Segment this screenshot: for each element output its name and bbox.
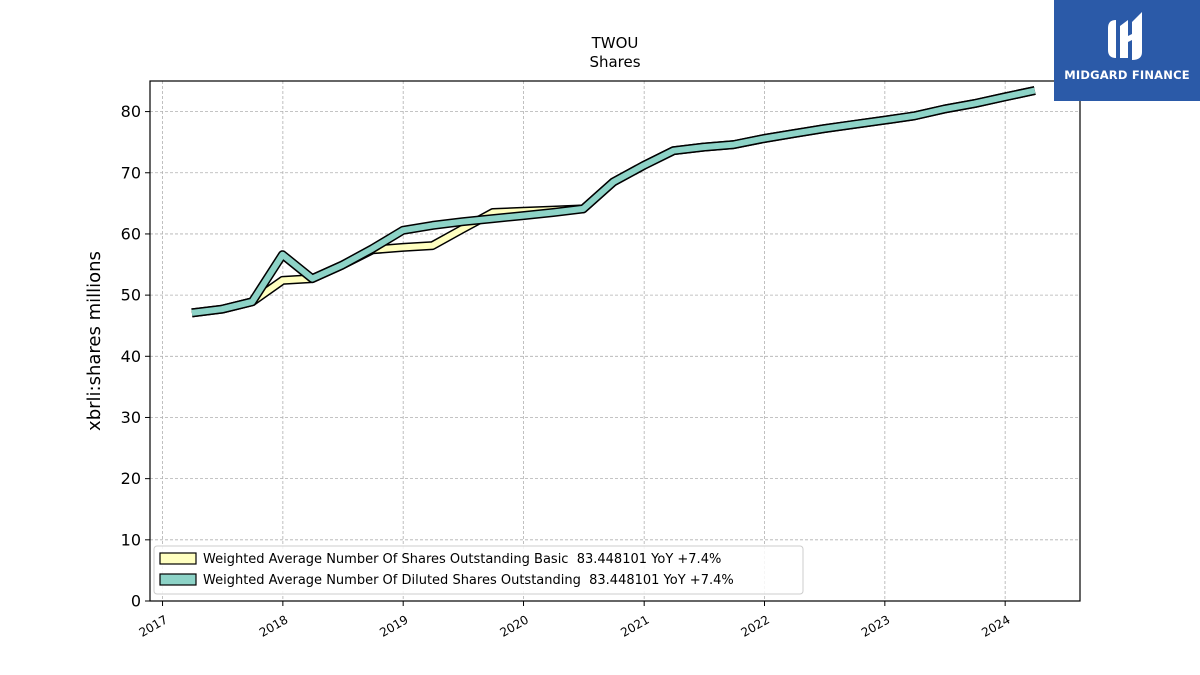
y-tick-label: 10 [121,530,141,549]
x-tick-label: 2017 [137,612,170,639]
x-tick-label: 2021 [618,612,651,639]
x-tick-label: 2019 [377,612,410,639]
y-tick-label: 60 [121,224,141,243]
legend-label-diluted: Weighted Average Number Of Diluted Share… [203,573,734,588]
y-tick-label: 20 [121,469,141,488]
y-tick-label: 80 [121,102,141,121]
series-1 [191,86,1036,318]
chart-subtitle: Shares [589,53,640,71]
series-line-outline [191,86,1036,318]
legend-label-basic: Weighted Average Number Of Shares Outsta… [203,552,721,567]
series-layer [191,86,1036,318]
y-tick-label: 70 [121,163,141,182]
legend-swatch-basic [159,552,197,565]
chart-title: TWOU [591,34,639,52]
y-tick-label: 0 [131,592,141,611]
legend-frame [153,545,804,595]
x-tick-label: 2018 [257,612,290,639]
plot-frame [149,80,1081,602]
x-tick-label: 2020 [498,612,531,639]
legend: Weighted Average Number Of Shares Outsta… [153,545,804,595]
y-tick-label: 40 [121,347,141,366]
legend-swatch-diluted [159,573,197,586]
brand-logo: MIDGARD FINANCE [1054,0,1200,101]
grid [150,81,1080,602]
x-tick-label: 2022 [739,612,772,639]
y-axis-label: xbrli:shares millions [84,251,105,431]
midgard-logo-icon [1108,12,1142,60]
x-tick-label: 2023 [859,612,892,639]
brand-name: MIDGARD FINANCE [1064,68,1190,82]
y-tick-label: 50 [121,286,141,305]
y-tick-label: 30 [121,408,141,427]
x-tick-label: 2024 [979,612,1012,639]
